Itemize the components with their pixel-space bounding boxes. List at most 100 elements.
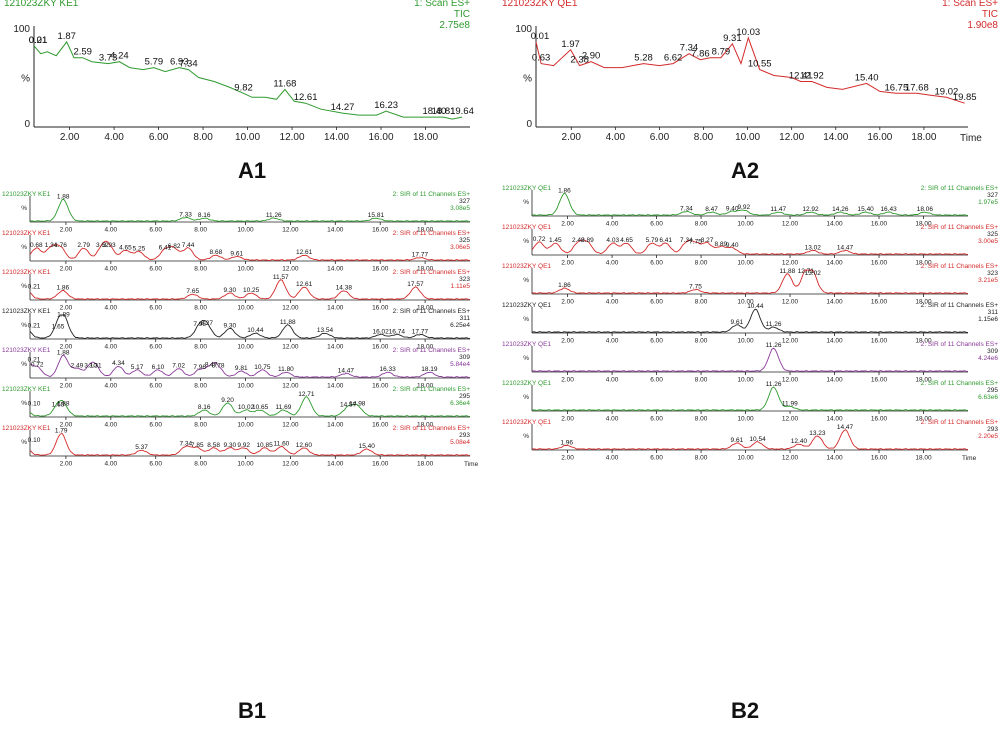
B1-trace-peak-label: 15.81 [368,212,385,219]
B1-trace-x-tick-label: 14.00 [327,383,344,390]
B1-trace-x-tick-label: 6.00 [149,383,162,390]
B2-trace-intensity: 1.97e5 [978,199,998,206]
A2-peak-label: 19.85 [953,92,977,103]
B1-trace-intensity: 5.84e4 [450,361,470,368]
B1-trace-x-tick-label: 6.00 [149,266,162,273]
B1-trace-channel: 2: SIR of 11 Channels ES+ [393,230,471,237]
B1-trace-x-tick-label: 4.00 [104,344,117,351]
A2-peak-label: 15.40 [855,72,879,83]
B1-trace-x-tick-label: 2.00 [60,266,73,273]
B1-trace-peak-label: 1.88 [57,349,70,356]
A1-peak-label: 1.87 [57,31,76,42]
B1-trace-mz: 311 [460,315,471,322]
B1-trace-x-tick-label: 16.00 [372,227,389,234]
B2-trace-peak-label: 12.40 [791,438,808,445]
B1-trace-mz: 293 [459,432,470,439]
A2-peak-label: 0.01 [531,31,550,42]
B1-trace-x-tick-label: 8.00 [194,266,207,273]
B1-trace-peak-label: 5.25 [133,246,146,253]
A1-trace-line [33,40,463,120]
A2-peak-label: 10.55 [748,59,772,70]
B2-trace-sample-label: 121023ZKY QE1 [502,185,551,192]
B1-trace-peak-label: 8.16 [198,404,211,411]
B1-trace-peak-label: 7.65 [186,288,199,295]
B1-trace-peak-label: 5.37 [135,444,148,451]
B2-trace-x-tick-label: 12.00 [782,299,799,306]
B1-trace-x-tick-label: 14.00 [327,227,344,234]
B1-trace-y-unit: % [21,205,27,212]
B1-trace-x-tick-label: 2.00 [60,344,73,351]
B1-trace-peak-label: 7.44 [182,242,195,249]
B2-trace-line [531,269,969,294]
B2-trace-x-tick-label: 2.00 [561,377,574,384]
B2-trace-mz: 293 [987,426,998,433]
B1-trace-x-tick-label: 18.00 [417,383,434,390]
B2-trace-peak-label: 12.71 [798,268,815,275]
B2-trace-x-tick-label: 4.00 [606,455,619,462]
panel-label-a2: A2 [731,158,759,183]
B1-trace-x-tick-label: 6.00 [149,227,162,234]
B2-trace-line [531,192,969,216]
B2-trace-peak-label: 1.86 [558,282,571,289]
B2-trace-peak-label: 2.48 [572,237,585,244]
A1-peak-label: 18.40 [423,106,447,117]
B1-trace-x-tick-label: 10.00 [237,305,254,312]
B2-trace-peak-label: 5.79 [646,237,659,244]
B1-trace-peak-label: 12.61 [296,249,313,256]
B1-trace-x-tick-label: 10.00 [237,227,254,234]
B1-trace-x-tick-label: 6.00 [149,305,162,312]
B1-trace-sample-label: 121023ZKY KE1 [2,425,51,432]
A2-y-tick-label: 0 [526,119,532,130]
B1-trace-peak-label: 6.82 [168,243,181,250]
B2-trace-peak-label: 12.92 [802,206,819,213]
B1-trace-sample-label: 121023ZKY KE1 [2,191,51,198]
B1-trace-channel: 2: SIR of 11 Channels ES+ [393,386,471,393]
B2-trace-x-tick-label: 14.00 [826,455,843,462]
B1-trace-peak-label: 11.57 [273,274,289,281]
B1-trace-x-tick-label: 2.00 [60,383,73,390]
A2-x-axis-label: Time [960,133,982,144]
B1-trace-x-tick-label: 8.00 [194,383,207,390]
A1-peak-label: 11.68 [273,78,296,89]
B2-trace-channel: 2: SIR of 11 Channels ES+ [921,380,999,387]
B2-trace-y-unit: % [523,316,529,323]
B1-trace-x-tick-label: 18.00 [417,227,434,234]
B1-trace-peak-label: 9.30 [223,442,236,449]
B2-trace-x-tick-label: 4.00 [606,377,619,384]
A1-x-tick-label: 12.00 [280,132,305,143]
B2-trace-line [531,386,969,411]
B1-trace-peak-label: 8.58 [207,442,220,449]
B1-trace-x-tick-label: 4.00 [104,461,117,468]
B1-trace-x-tick-label: 2.00 [60,461,73,468]
B1-trace-x-tick-label: 14.00 [327,305,344,312]
B1-trace-peak-label: 6.41 [159,244,172,251]
B2-trace-y-unit: % [523,277,529,284]
A2-peak-label: 2.38 [570,55,589,66]
B1-trace-mz: 309 [459,354,470,361]
B1-trace-peak-label: 4.34 [112,360,125,367]
B1-trace-peak-label: 8.47 [205,361,218,368]
B1-trace-x-tick-label: 10.00 [237,422,254,429]
B1-trace-x-tick-label: 2.00 [60,305,73,312]
B1-trace-x-tick-label: 14.00 [327,461,344,468]
B2-trace-intensity: 6.63e6 [978,394,998,401]
B1-trace-x-tick-label: 8.00 [194,422,207,429]
B1-trace-peak-label: 1.34 [45,242,58,249]
B1-trace-line [29,354,471,378]
A2-peak-label: 12.41 [789,70,813,81]
B1-trace-peak-label: 13.54 [317,327,334,334]
B2-trace-x-tick-label: 6.00 [650,416,663,423]
A1-y-tick-label: 100 [13,24,30,35]
B1-trace-peak-label: 0.10 [28,437,41,444]
B1-trace-x-tick-label: 12.00 [282,344,299,351]
B2-trace-peak-label: 2.89 [581,237,594,244]
A2-peak-label: 8.79 [712,47,731,58]
B2-trace-peak-label: 11.88 [779,268,795,275]
B1-trace-x-tick-label: 8.00 [194,305,207,312]
B2-trace-y-unit: % [523,355,529,362]
B2-trace-peak-label: 13.02 [805,270,822,277]
B2-trace-x-tick-label: 10.00 [737,416,754,423]
B1-trace-channel: 2: SIR of 11 Channels ES+ [393,425,471,432]
B2-trace-peak-label: 6.41 [659,237,672,244]
B2-trace-channel: 2: SIR of 11 Channels ES+ [921,302,999,309]
